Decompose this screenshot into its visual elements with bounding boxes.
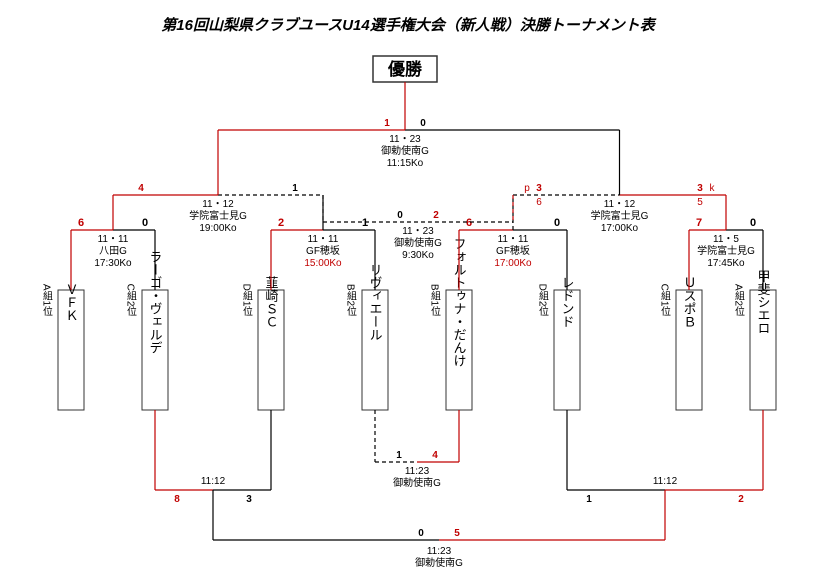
team-seed: A組2位	[733, 284, 745, 316]
match-venue: GF穂坂	[496, 244, 530, 257]
match-ko: 11:15Ko	[387, 158, 424, 169]
match-ko: 17:30Ko	[94, 258, 132, 269]
score: 8	[174, 494, 180, 505]
match-date: 11・12	[202, 199, 234, 210]
match-ko: 9:30Ko	[402, 250, 434, 261]
match-date: 11・23	[402, 226, 434, 237]
match-venue: 学院富士見G	[189, 209, 247, 222]
team-seed: C組2位	[125, 284, 137, 317]
page-title: 第16回山梨県クラブユースU14選手権大会（新人戦）決勝トーナメント表	[161, 16, 656, 34]
team-seed: A組1位	[41, 284, 53, 316]
score: 0	[420, 118, 426, 129]
score: 1	[384, 118, 390, 129]
score: 1	[396, 450, 402, 461]
match-venue: 学院富士見G	[697, 244, 755, 257]
score: 4	[138, 183, 144, 194]
match-date: 11・5	[713, 234, 739, 245]
match-venue: 御勅使南G	[394, 236, 442, 249]
team-seed: B組1位	[429, 284, 441, 316]
match-date: 11・11	[98, 234, 129, 245]
match-ko: 17:00Ko	[601, 223, 639, 234]
score: 0	[397, 210, 403, 221]
team-seed: B組2位	[345, 284, 357, 316]
match-venue: GF穂坂	[306, 244, 340, 257]
match-date: 11:23	[427, 546, 452, 557]
match-date: 11:12	[201, 476, 226, 487]
score: 6	[466, 217, 472, 229]
pk-suffix: k	[710, 183, 716, 194]
pk-prefix: p	[524, 183, 530, 194]
team-seed: D組2位	[537, 284, 549, 317]
champion-label: 優勝	[387, 59, 423, 79]
match-date: 11・23	[389, 134, 421, 145]
score: 0	[142, 217, 148, 229]
score: 2	[738, 494, 744, 505]
score: 3	[536, 183, 542, 194]
score: 4	[432, 450, 438, 461]
score: 6	[78, 217, 84, 229]
match-venue: 御勅使南G	[393, 476, 441, 489]
match-ko: 17:00Ko	[494, 258, 532, 269]
score: 0	[554, 217, 560, 229]
score: 0	[418, 528, 424, 539]
match-venue: 御勅使南G	[381, 144, 429, 157]
pk-score: 6	[536, 197, 542, 208]
match-ko: 15:00Ko	[304, 258, 342, 269]
score: 3	[246, 494, 252, 505]
pk-score: 5	[697, 197, 703, 208]
score: 5	[454, 528, 460, 539]
match-date: 11:12	[653, 476, 678, 487]
score: 2	[278, 217, 284, 229]
team-seed: C組1位	[659, 284, 671, 317]
score: 3	[697, 183, 703, 194]
score: 0	[750, 217, 756, 229]
team-seed: D組1位	[241, 284, 253, 317]
match-date: 11:23	[405, 466, 430, 477]
score: 1	[586, 494, 592, 505]
score: 2	[433, 210, 439, 221]
match-date: 11・11	[498, 234, 529, 245]
score: 7	[696, 217, 702, 229]
match-date: 11・12	[604, 199, 636, 210]
match-date: 11・11	[308, 234, 339, 245]
match-ko: 19:00Ko	[199, 223, 237, 234]
match-venue: 御勅使南G	[415, 556, 463, 569]
score: 1	[362, 217, 368, 229]
match-venue: 学院富士見G	[591, 209, 649, 222]
score: 1	[292, 183, 298, 194]
match-venue: 八田G	[99, 246, 127, 257]
match-ko: 17:45Ko	[707, 258, 745, 269]
